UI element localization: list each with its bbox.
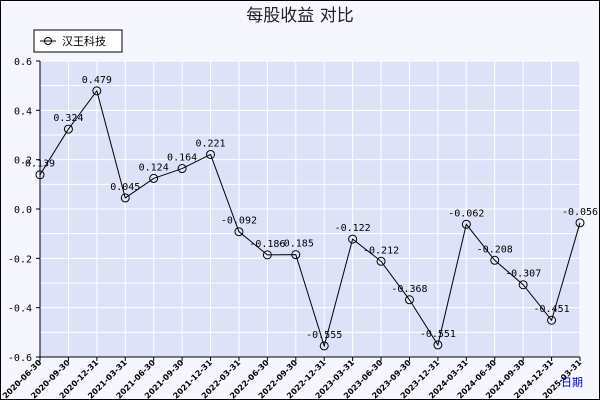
data-point [291,250,301,260]
data-label: 0.139 [25,159,55,170]
data-label: 0.479 [82,75,112,86]
data-point [262,250,272,260]
data-point [575,218,585,228]
data-point [490,255,500,265]
y-tick-label: 0.0 [14,205,32,216]
data-point [547,315,557,325]
legend-series-name: 汉王科技 [62,34,106,48]
y-tick-label: -0.4 [8,304,32,315]
legend-marker-icon [44,37,52,45]
data-label: -0.062 [448,208,484,219]
y-tick-label: 0.4 [14,106,32,117]
data-label: 0.324 [53,113,83,124]
data-label: -0.555 [306,330,342,341]
x-axis-label: 日期 [561,376,583,389]
y-tick-label: -0.2 [8,254,32,265]
y-tick-label: 0.6 [14,57,32,68]
data-point [461,219,471,229]
data-label: -0.307 [505,269,541,280]
data-point [35,170,45,180]
data-point [376,256,386,266]
data-point [63,124,73,134]
data-point [234,227,244,237]
data-label: -0.056 [562,207,598,218]
y-tick-label: 0.2 [14,156,32,167]
data-point [404,295,414,305]
y-tick-label: -0.6 [8,353,32,364]
legend: 汉王科技 [33,29,123,53]
data-point [120,193,130,203]
series-line [39,89,581,348]
data-point [433,340,443,350]
data-label: -0.122 [335,223,371,234]
data-label: -0.451 [534,304,570,315]
data-point [177,164,187,174]
data-label: -0.368 [391,284,427,295]
data-label: -0.092 [221,216,257,227]
data-point [206,149,216,159]
data-label: -0.208 [477,244,513,255]
data-point [348,234,358,244]
data-label: -0.185 [278,239,314,250]
data-label: 0.045 [110,182,140,193]
data-label: -0.212 [363,245,399,256]
data-label: 0.124 [139,162,169,173]
data-label: -0.551 [420,329,456,340]
data-point [518,280,528,290]
data-point [92,86,102,96]
chart-title: 每股收益 对比 [246,6,353,26]
data-label: 0.221 [195,138,225,149]
data-point [149,173,159,183]
data-point [319,341,329,351]
data-label: 0.164 [167,153,197,164]
data-label: -0.186 [249,239,285,250]
